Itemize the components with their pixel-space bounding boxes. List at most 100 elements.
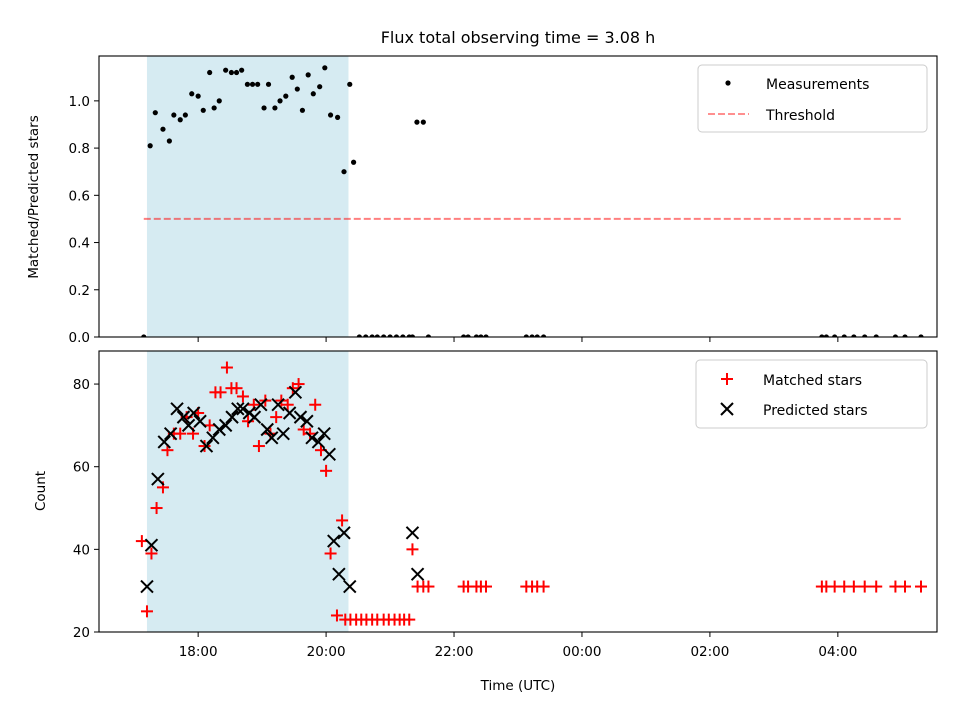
measurement-point — [261, 105, 267, 111]
measurement-point — [381, 334, 387, 337]
measurement-point — [414, 119, 420, 125]
measurement-point — [294, 86, 300, 92]
predicted-star-point — [218, 418, 233, 433]
measurement-point — [289, 74, 295, 80]
matched-star-point — [899, 580, 912, 593]
y-tick-label: 0.2 — [69, 283, 90, 299]
predicted-star-point — [247, 410, 262, 424]
measurement-point — [152, 110, 158, 116]
predicted-star-point — [288, 385, 303, 400]
measurement-point — [216, 98, 222, 104]
measurement-point — [387, 334, 393, 337]
x-tick-label: 04:00 — [818, 644, 857, 660]
measurement-point — [305, 72, 311, 78]
matched-star-point — [304, 427, 317, 440]
top-y-axis-label: Matched/Predicted stars — [26, 115, 42, 278]
predicted-star-point — [343, 579, 357, 594]
top-legend-box — [697, 64, 928, 133]
top-x-axis-ticks — [197, 337, 839, 342]
predicted-star-point — [271, 398, 285, 412]
measurement-point — [819, 334, 825, 337]
bottom-observing-span — [146, 351, 349, 632]
matched-star-point — [870, 580, 883, 593]
measurement-point — [529, 334, 535, 337]
measurement-point — [409, 334, 416, 337]
matched-star-point — [847, 580, 860, 593]
matched-star-point — [140, 605, 153, 618]
matched-star-point — [403, 613, 416, 626]
y-tick-label: 0.6 — [69, 188, 90, 204]
predicted-star-point — [236, 402, 250, 416]
measurement-point — [374, 334, 380, 337]
predicted-star-point — [293, 410, 308, 424]
legend-threshold-label: Threshold — [765, 108, 835, 124]
bottom-x-axis-ticks: 18:00 20:00 22:00 00:00 02:00 04:00 — [179, 632, 857, 660]
y-tick-label: 60 — [73, 460, 90, 476]
measurement-point — [832, 334, 838, 337]
measurement-point — [223, 67, 229, 73]
predicted-star-point — [170, 402, 184, 416]
legend-measurements-label: Measurements — [766, 77, 869, 93]
measurement-point — [171, 112, 177, 118]
predicted-star-point — [410, 567, 425, 581]
measurement-point — [465, 334, 471, 337]
measurement-point — [160, 126, 166, 132]
legend-matched-marker — [721, 373, 733, 385]
measurement-point — [483, 334, 489, 337]
matched-star-point — [309, 398, 322, 411]
measurement-point — [892, 334, 899, 337]
x-tick-label: 20:00 — [307, 644, 346, 660]
predicted-star-point — [193, 414, 207, 428]
matched-star-point — [480, 580, 493, 593]
matched-star-point — [324, 547, 337, 560]
measurement-point — [244, 81, 251, 87]
predicted-star-point — [337, 526, 351, 540]
measurement-point — [461, 334, 467, 337]
measurement-point — [851, 334, 857, 337]
bottom-y-axis-ticks: 20 40 60 80 — [73, 377, 99, 641]
bottom-legend-box — [695, 359, 928, 429]
measurement-point — [239, 67, 245, 73]
measurement-point — [189, 91, 195, 97]
measurement-point — [299, 107, 306, 113]
measurement-point — [369, 334, 375, 337]
measurement-point — [317, 84, 323, 90]
predicted-star-point — [327, 534, 341, 548]
measurement-point — [147, 143, 153, 149]
predicted-star-point — [225, 410, 239, 424]
predicted-star-point — [265, 431, 279, 445]
top-observing-span — [146, 56, 349, 337]
chart-title: Flux total observing time = 3.08 h — [381, 28, 656, 47]
bottom-legend: Matched stars Predicted stars — [695, 359, 928, 429]
matched-star-point — [330, 609, 343, 622]
matched-stars-points — [135, 361, 928, 626]
matched-star-point — [236, 390, 249, 403]
predicted-star-point — [405, 526, 420, 540]
predicted-star-point — [212, 422, 226, 437]
predicted-star-point — [181, 418, 196, 433]
predicted-star-point — [260, 422, 274, 437]
predicted-star-point — [282, 406, 297, 420]
measurement-point — [473, 334, 480, 337]
measurement-point — [534, 334, 540, 337]
matched-star-point — [336, 514, 349, 527]
matched-star-point — [406, 543, 419, 556]
measurement-point — [277, 98, 283, 104]
measurement-point — [425, 334, 432, 337]
x-tick-label: 18:00 — [179, 644, 218, 660]
predicted-star-point — [311, 435, 326, 449]
top-measurement-points — [141, 65, 924, 337]
predicted-star-point — [231, 402, 245, 416]
predicted-star-point — [332, 567, 346, 581]
measurement-point — [141, 334, 147, 337]
y-tick-label: 0.0 — [69, 330, 90, 346]
measurement-point — [341, 169, 347, 175]
measurement-point — [182, 112, 188, 118]
matched-star-point — [915, 580, 928, 593]
y-tick-label: 0.4 — [69, 236, 90, 252]
measurement-point — [310, 91, 316, 97]
measurement-point — [249, 81, 256, 87]
predicted-star-point — [140, 579, 154, 594]
measurement-point — [823, 334, 829, 337]
